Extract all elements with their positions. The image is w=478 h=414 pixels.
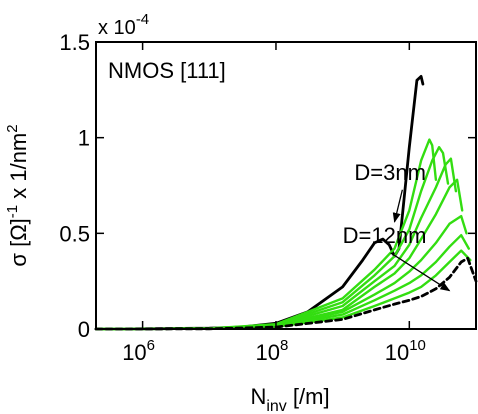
x-tick-label-base: 10 (122, 340, 146, 365)
y-label-sup1: -1 (4, 205, 21, 218)
plot-frame (96, 42, 476, 329)
x-label-main: N (250, 384, 266, 409)
x-tick-label-base: 10 (385, 340, 409, 365)
x-ticks: 106 108 1010 (122, 42, 426, 365)
y-tick-label: 0.5 (59, 221, 90, 246)
series-intermediate-line-6 (96, 235, 469, 329)
x-label-unit: [/m] (287, 384, 330, 409)
x-tick-label-exp: 10 (409, 337, 426, 354)
annotation-label: D=3nm (354, 160, 426, 185)
y-label-mid: x 1/nm (6, 133, 31, 205)
y-exponent-base: x 10 (98, 17, 136, 39)
y-axis-exponent: x 10-4 (98, 11, 149, 39)
x-tick-label: 106 (122, 337, 155, 365)
y-tick-label: 1.5 (59, 30, 90, 55)
annotation-label: D=12nm (343, 223, 427, 248)
y-exponent-power: -4 (136, 11, 149, 28)
x-tick-label: 1010 (385, 337, 426, 365)
series-intermediate-line-7 (96, 251, 470, 329)
y-label-pre: σ [Ω] (6, 218, 31, 266)
y-label-sup2: 2 (4, 124, 21, 132)
y-tick-label: 1 (78, 126, 90, 151)
x-tick-label-exp: 6 (147, 337, 155, 354)
x-tick-label-base: 10 (256, 340, 280, 365)
series-d3nm-line (96, 76, 423, 329)
panel-label: NMOS [111] (108, 58, 226, 83)
curves-layer (96, 76, 476, 329)
x-tick-label-exp: 8 (280, 337, 288, 354)
x-label-sub: inv (266, 398, 286, 414)
series-intermediate-line-4 (96, 180, 462, 329)
x-axis-label: Ninv [/m] (250, 384, 329, 414)
x-tick-label: 108 (256, 337, 289, 365)
y-axis-label: σ [Ω]-1 x 1/nm2 (4, 124, 31, 266)
y-tick-label: 0 (78, 317, 90, 342)
